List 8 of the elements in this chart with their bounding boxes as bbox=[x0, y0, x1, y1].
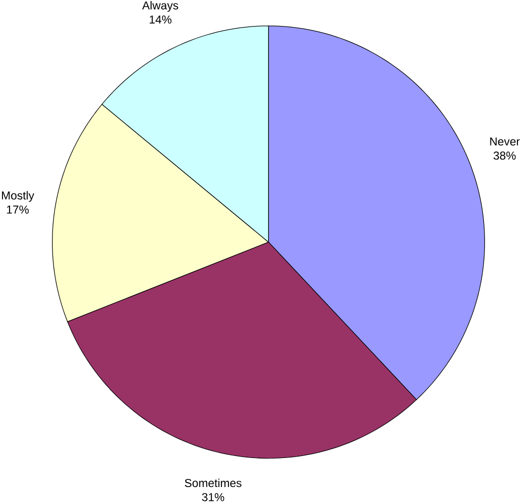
slice-label: Always bbox=[142, 0, 178, 12]
slice-label: Never bbox=[490, 137, 520, 146]
slice-label: Mostly bbox=[2, 190, 34, 202]
data-label: 14% bbox=[150, 15, 172, 24]
data-label: 17% bbox=[7, 205, 29, 214]
data-label: 38% bbox=[494, 151, 516, 160]
data-label: 31% bbox=[202, 492, 224, 502]
slice-label: Sometimes bbox=[184, 478, 242, 487]
